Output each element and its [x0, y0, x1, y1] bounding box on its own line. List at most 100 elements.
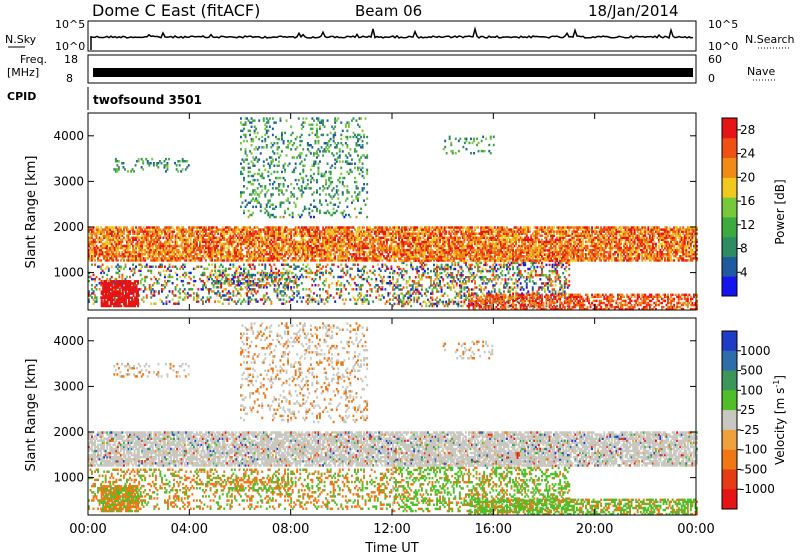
power-cell: [139, 246, 142, 250]
power-cell: [126, 248, 128, 252]
power-cell: [226, 250, 229, 254]
power-cell: [503, 226, 505, 229]
power-cell: [168, 259, 171, 262]
power-cell: [194, 246, 197, 250]
power-cell: [118, 255, 121, 258]
power-cell: [151, 244, 154, 248]
power-cell: [121, 238, 124, 242]
power-cell: [110, 226, 113, 229]
power-cell: [218, 240, 221, 244]
power-cell: [115, 250, 118, 254]
power-cell: [221, 230, 224, 233]
power-cell: [98, 230, 101, 233]
power-cell: [188, 234, 191, 237]
power-cell: [173, 246, 176, 250]
power-cell: [171, 230, 174, 233]
power-cell: [162, 236, 165, 240]
power-cell: [334, 236, 337, 240]
power-cell: [118, 250, 121, 254]
power-cell: [147, 232, 150, 235]
power-cell: [104, 226, 107, 229]
power-cell: [162, 250, 165, 254]
power-cell: [142, 230, 145, 233]
power-cell: [151, 257, 154, 260]
power-cell: [154, 250, 157, 254]
power-cell: [151, 253, 154, 256]
power-cell: [215, 238, 218, 242]
power-cell: [101, 228, 104, 231]
power-cell: [159, 230, 162, 233]
power-cell: [212, 242, 215, 246]
power-cell: [290, 253, 293, 256]
freq-panel: Freq. [MHz] 18 8 60 0 Nave: [7, 53, 775, 85]
power-cell: [124, 226, 127, 229]
power-cell: [208, 242, 211, 246]
power-cell: [144, 228, 147, 231]
power-cell: [171, 259, 174, 262]
power-cell: [148, 250, 151, 254]
power-cell: [650, 259, 653, 262]
power-cell: [123, 255, 125, 258]
power-cell: [142, 232, 145, 235]
power-cell: [116, 238, 119, 242]
power-cell: [171, 248, 174, 252]
power-cell: [595, 230, 598, 233]
power-cell: [217, 240, 220, 244]
power-cell: [676, 226, 679, 229]
power-cell: [89, 259, 92, 262]
power-cell: [162, 257, 165, 260]
power-cell: [132, 226, 135, 229]
power-cell: [110, 242, 113, 246]
power-cell: [545, 244, 548, 248]
power-cell: [107, 246, 110, 250]
power-cell: [334, 259, 337, 262]
power-cell: [171, 244, 174, 248]
power-cell: [179, 244, 182, 248]
power-cell: [109, 226, 112, 229]
power-cell: [168, 240, 171, 244]
power-cell: [177, 257, 180, 260]
power-cell: [208, 257, 211, 260]
power-cell: [148, 242, 151, 246]
power-cell: [206, 238, 209, 242]
power-cell: [211, 248, 214, 252]
power-cell: [566, 257, 569, 260]
power-cell: [182, 238, 185, 242]
power-cell: [171, 255, 174, 258]
power-cell: [223, 259, 226, 262]
power-cell: [167, 228, 169, 231]
power-cell: [241, 248, 244, 252]
power-cell: [179, 255, 182, 258]
power-cell: [188, 236, 191, 240]
power-cell: [157, 242, 160, 246]
power-cell: [185, 248, 188, 252]
power-cell: [95, 228, 98, 231]
power-cell: [644, 259, 647, 262]
power-cell: [109, 257, 112, 260]
power-cell: [591, 232, 594, 235]
power-cell: [92, 228, 95, 231]
power-cell: [541, 234, 543, 237]
power-cell: [352, 226, 355, 229]
power-cell: [153, 232, 156, 235]
power-cell: [189, 248, 192, 252]
power-cell: [206, 234, 209, 237]
power-cell: [381, 259, 384, 262]
power-cell: [297, 226, 300, 229]
power-cell: [150, 244, 153, 248]
power-cell: [171, 236, 174, 240]
power-cell: [509, 259, 511, 262]
power-cell: [212, 255, 215, 258]
power-cell: [126, 234, 128, 237]
power-cell: [156, 226, 159, 229]
power-cell: [215, 246, 218, 250]
power-cell: [662, 248, 665, 252]
power-cell: [98, 228, 101, 231]
power-cell: [183, 228, 186, 231]
power-cell: [209, 253, 212, 256]
power-cell: [183, 257, 186, 260]
power-cell: [103, 234, 106, 237]
power-cell: [211, 240, 214, 244]
power-cell: [604, 255, 607, 258]
power-cell: [118, 253, 121, 256]
